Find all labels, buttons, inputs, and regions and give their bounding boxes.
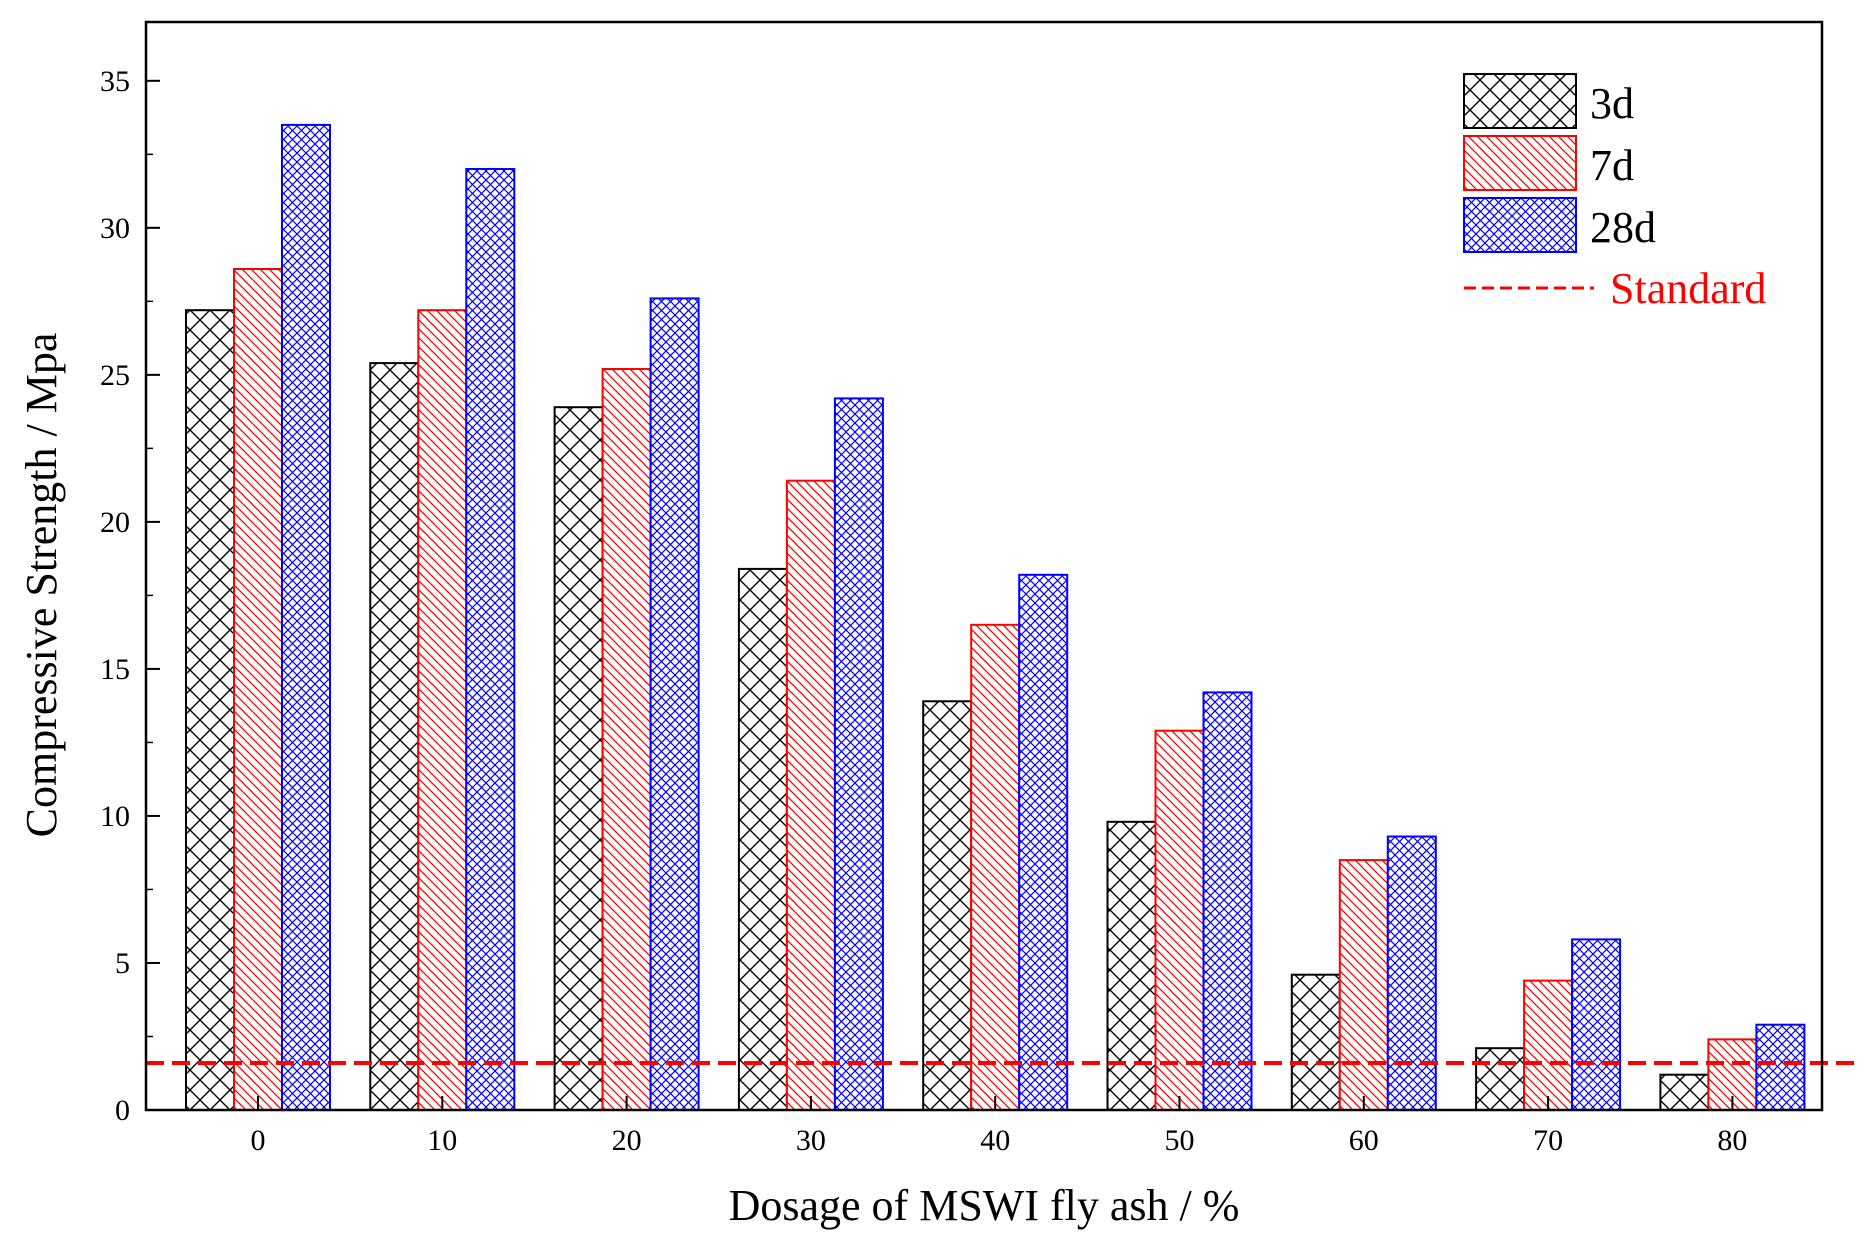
- y-tick-label: 25: [100, 359, 130, 392]
- legend-swatch-3d: [1463, 73, 1577, 129]
- legend-label-standard: Standard: [1610, 264, 1766, 313]
- bar-7d-20: [601, 368, 652, 1111]
- bar-7d-0: [233, 268, 283, 1111]
- x-tick-label: 40: [980, 1124, 1010, 1157]
- y-axis-title: Compressive Strength / Mpa: [17, 333, 66, 838]
- bar-3d-40: [922, 700, 973, 1111]
- bar-28d-60: [1386, 835, 1437, 1111]
- bar-28d-0: [281, 123, 331, 1111]
- legend-label-7d: 7d: [1590, 141, 1634, 190]
- x-axis-ticks: 0 10 20 30 40 50 60 70 80: [251, 1096, 1747, 1157]
- x-tick-label: 0: [251, 1124, 266, 1157]
- legend-label-28d: 28d: [1590, 203, 1656, 252]
- legend-swatch-7d: [1463, 135, 1577, 191]
- bar-28d-30: [833, 397, 884, 1111]
- x-tick-label: 60: [1349, 1124, 1379, 1157]
- y-tick-label: 5: [115, 947, 130, 980]
- y-tick-label: 35: [100, 65, 130, 98]
- bar-7d-50: [1154, 729, 1205, 1111]
- y-tick-label: 15: [100, 653, 130, 686]
- x-tick-label: 70: [1533, 1124, 1563, 1157]
- x-tick-label: 20: [612, 1124, 642, 1157]
- y-tick-label: 20: [100, 506, 130, 539]
- bar-3d-80: [1659, 1073, 1710, 1111]
- bar-3d-10: [369, 362, 420, 1112]
- bars-group: [185, 123, 1806, 1112]
- bar-3d-30: [737, 567, 788, 1111]
- x-tick-label: 80: [1717, 1124, 1747, 1157]
- bar-3d-0: [185, 309, 235, 1111]
- bar-28d-70: [1571, 938, 1622, 1112]
- plot-frame: [144, 20, 1824, 1112]
- bar-3d-70: [1475, 1047, 1526, 1111]
- x-tick-label: 30: [796, 1124, 826, 1157]
- x-axis-title: Dosage of MSWI fly ash / %: [729, 1181, 1240, 1230]
- bar-3d-60: [1290, 973, 1341, 1112]
- x-tick-label: 10: [427, 1124, 457, 1157]
- y-tick-label: 10: [100, 800, 130, 833]
- bar-28d-40: [1018, 573, 1069, 1111]
- y-tick-label: 30: [100, 212, 130, 245]
- bar-3d-50: [1106, 820, 1157, 1111]
- bar-7d-70: [1523, 979, 1574, 1111]
- bar-7d-60: [1338, 859, 1389, 1111]
- bar-7d-10: [417, 309, 468, 1111]
- bar-7d-30: [785, 479, 836, 1111]
- bar-28d-20: [649, 297, 700, 1111]
- bar-28d-80: [1755, 1023, 1806, 1111]
- bar-7d-40: [970, 623, 1021, 1111]
- legend: 3d 7d 28d Standard: [1463, 73, 1766, 313]
- y-axis-ticks: 0 5 10 15 20 25 30 35: [100, 65, 160, 1127]
- bar-28d-10: [465, 168, 516, 1111]
- x-tick-label: 50: [1165, 1124, 1195, 1157]
- legend-swatch-28d: [1463, 197, 1577, 253]
- bar-28d-50: [1202, 691, 1253, 1112]
- bar-3d-20: [553, 406, 604, 1111]
- y-tick-label: 0: [115, 1094, 130, 1127]
- legend-label-3d: 3d: [1590, 79, 1634, 128]
